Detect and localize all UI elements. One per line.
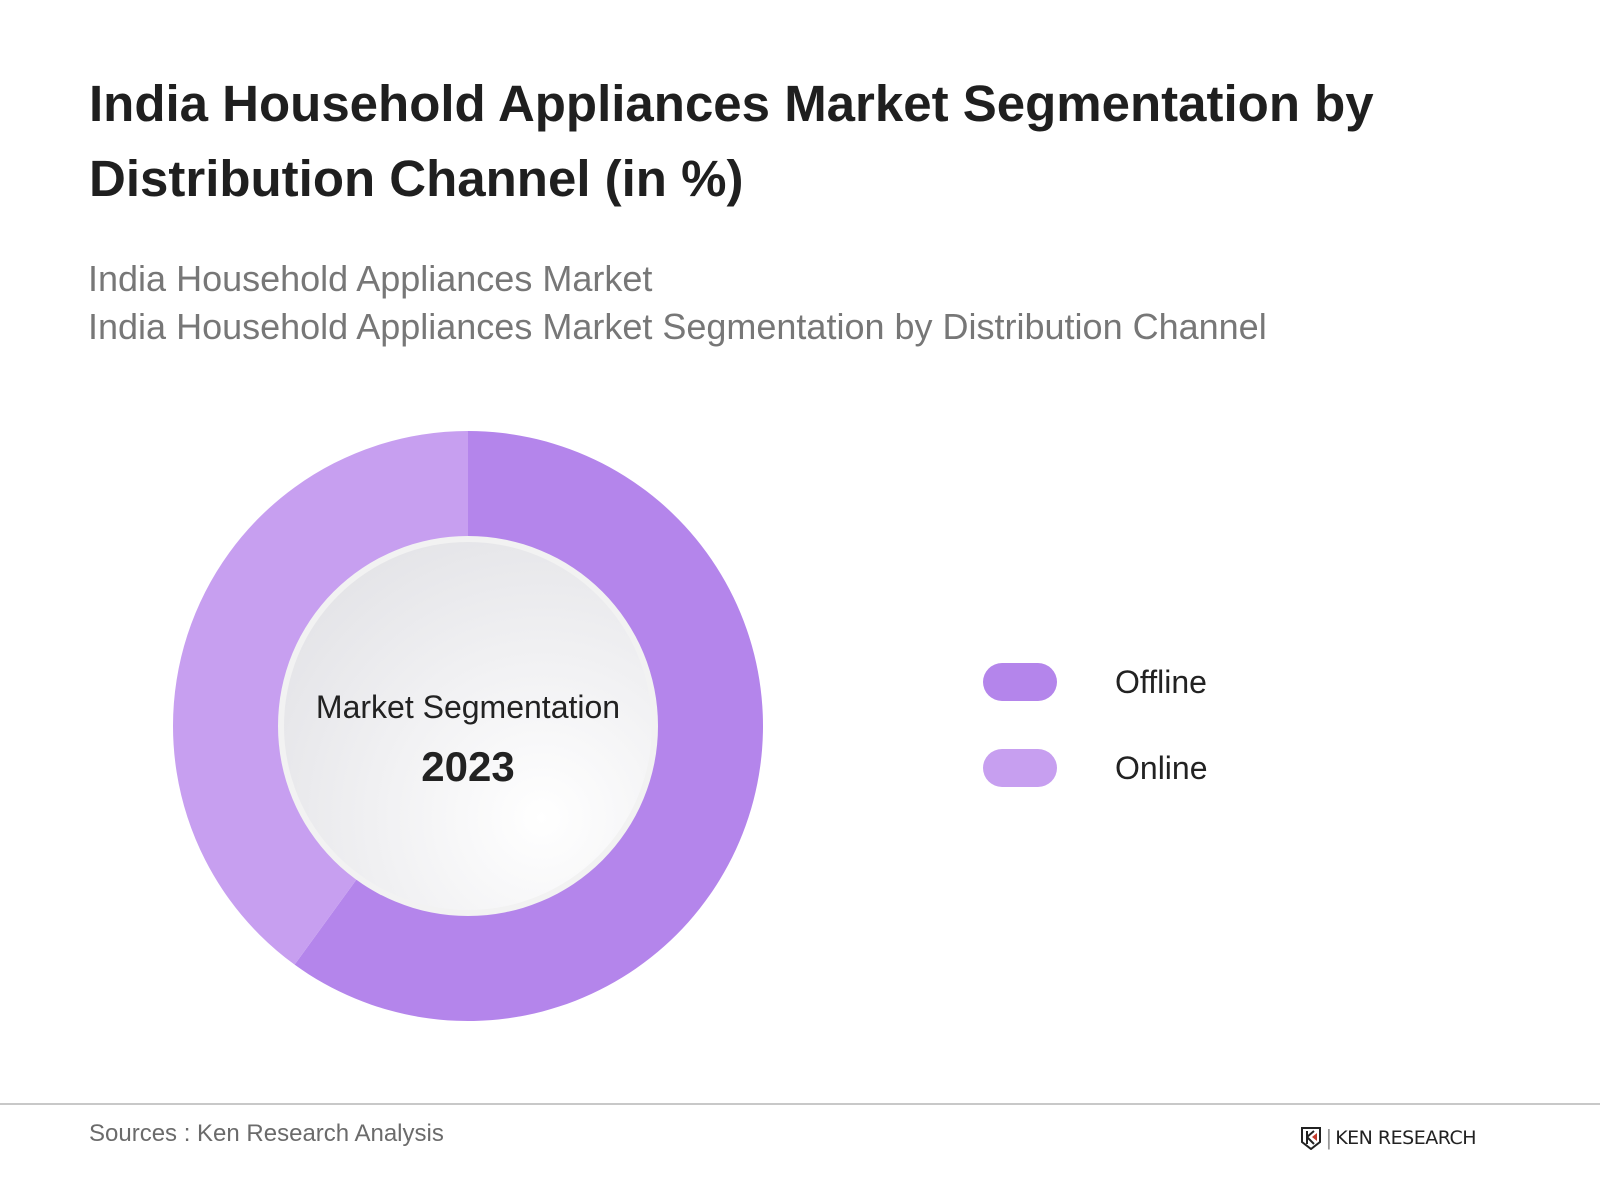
legend-label-online: Online (1115, 749, 1208, 786)
donut-chart: Market Segmentation 2023 (172, 431, 763, 1021)
legend-item-offline: Offline (983, 662, 1207, 702)
legend-swatch-offline (983, 663, 1057, 701)
legend-item-online: Online (983, 748, 1208, 788)
legend-label-offline: Offline (1115, 663, 1207, 700)
chart-subtitle-market: India Household Appliances Market (88, 258, 653, 299)
chart-title: India Household Appliances Market Segmen… (89, 75, 1374, 207)
ken-research-logo: | KEN RESEARCH (1300, 1125, 1477, 1151)
center-label: Market Segmentation (316, 689, 620, 725)
center-year: 2023 (421, 743, 514, 790)
legend-swatch-online (983, 749, 1057, 787)
ken-logo-icon (1301, 1127, 1321, 1150)
source-note: Sources : Ken Research Analysis (89, 1120, 444, 1147)
donut-center (284, 542, 652, 910)
footer-divider (0, 1103, 1600, 1105)
chart-subtitle-segmentation: India Household Appliances Market Segmen… (88, 306, 1267, 347)
